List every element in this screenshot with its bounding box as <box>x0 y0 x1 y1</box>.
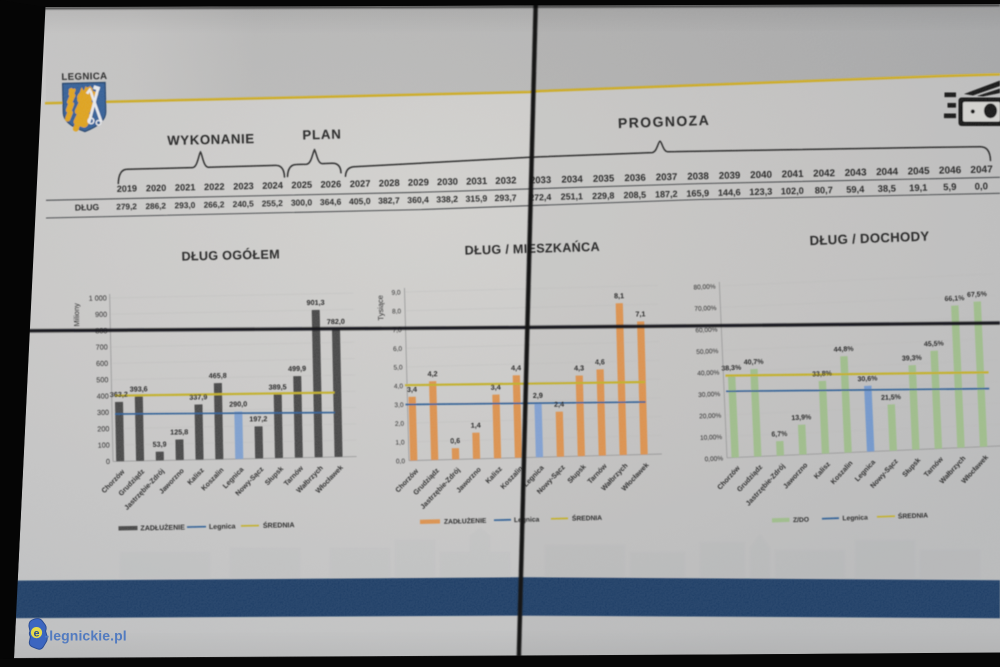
svg-text:e: e <box>34 627 40 639</box>
svg-text:-legnickie.pl: -legnickie.pl <box>45 628 127 644</box>
